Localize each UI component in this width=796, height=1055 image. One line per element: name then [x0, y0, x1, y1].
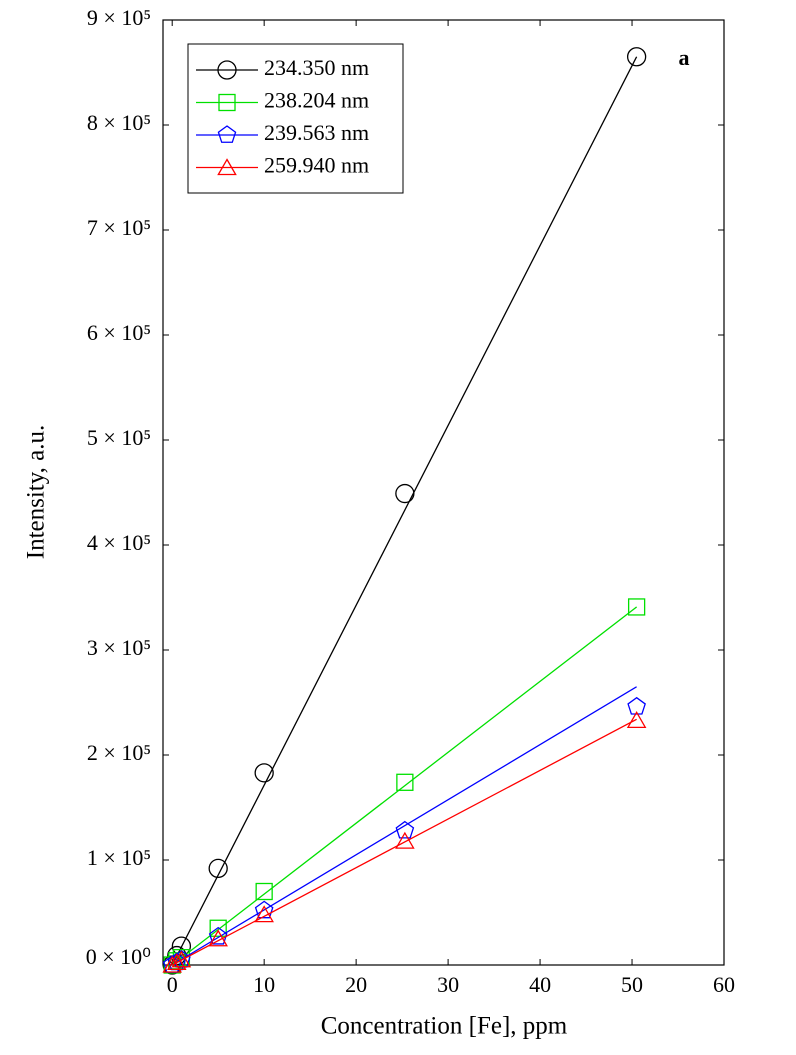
y-tick-label: 7 × 10⁵	[87, 215, 151, 240]
marker	[209, 919, 227, 937]
x-tick-label: 20	[345, 972, 367, 997]
y-tick-label: 6 × 10⁵	[87, 320, 151, 345]
fit-line	[171, 606, 638, 966]
marker	[171, 950, 192, 968]
y-tick-label: 8 × 10⁵	[87, 110, 151, 135]
y-tick-label: 2 × 10⁵	[87, 740, 151, 765]
x-tick-label: 60	[713, 972, 735, 997]
marker	[626, 711, 647, 728]
marker	[218, 93, 236, 112]
marker	[217, 125, 237, 143]
marker	[627, 598, 646, 616]
y-axis-label: Intensity, a.u.	[23, 425, 50, 559]
marker	[162, 955, 182, 973]
marker	[208, 858, 228, 879]
marker	[208, 926, 228, 945]
y-tick-label: 5 × 10⁵	[87, 425, 151, 450]
marker	[254, 905, 274, 923]
legend-box	[187, 43, 404, 194]
marker	[208, 929, 228, 947]
y-tick-label: 9 × 10⁵	[87, 5, 151, 30]
marker	[395, 831, 415, 849]
marker	[254, 900, 274, 919]
y-tick-label: 1 × 10⁵	[87, 845, 151, 870]
x-tick-label: 10	[253, 972, 275, 997]
y-tick-label: 3 × 10⁵	[87, 635, 151, 660]
marker	[396, 773, 414, 791]
marker	[167, 953, 187, 971]
marker	[395, 483, 415, 504]
legend-label: 238.204 nm	[264, 88, 369, 113]
marker	[626, 47, 647, 67]
annotation: a	[679, 45, 690, 70]
x-tick-label: 50	[621, 972, 643, 997]
legend-label: 234.350 nm	[264, 55, 369, 80]
marker	[395, 820, 415, 839]
fit-line	[171, 718, 637, 966]
legend-label: 239.563 nm	[264, 120, 369, 145]
marker	[627, 696, 646, 715]
marker	[254, 763, 274, 783]
marker	[171, 936, 192, 956]
fit-line	[171, 686, 637, 966]
marker	[255, 882, 273, 901]
marker	[217, 60, 237, 80]
y-tick-label: 0 × 10⁰	[86, 944, 151, 969]
fit-line	[171, 56, 638, 966]
x-axis-label: Concentration [Fe], ppm	[321, 1013, 568, 1040]
x-tick-label: 0	[167, 972, 178, 997]
plot-frame	[162, 19, 725, 966]
marker	[217, 158, 237, 176]
y-tick-label: 4 × 10⁵	[87, 530, 151, 555]
x-tick-label: 40	[529, 972, 551, 997]
x-tick-label: 30	[437, 972, 459, 997]
legend-label: 259.940 nm	[264, 153, 369, 178]
